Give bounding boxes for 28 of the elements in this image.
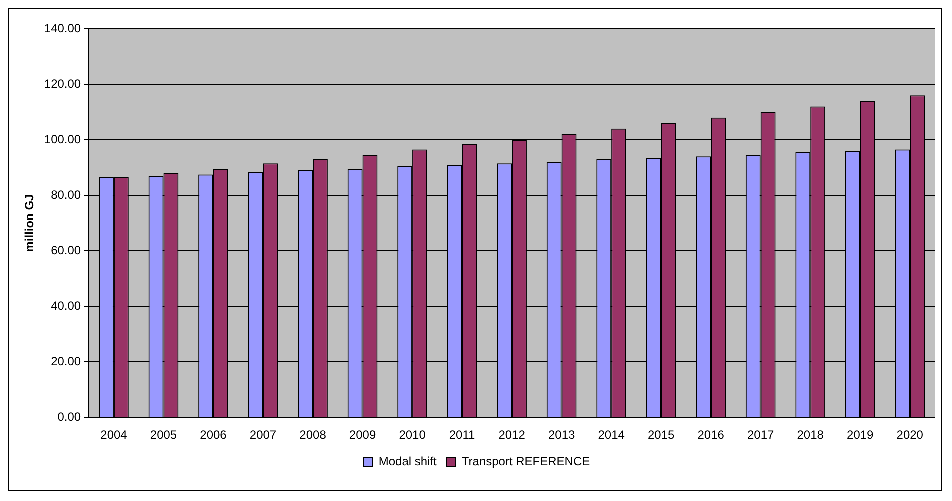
x-tick-label: 2011 — [449, 428, 476, 442]
y-tick-label: 140.00 — [44, 21, 82, 36]
y-tick-label: 60.00 — [51, 243, 82, 258]
x-tick-label: 2017 — [747, 428, 775, 442]
x-tick-label: 2016 — [698, 428, 725, 442]
y-tick-label: 20.00 — [51, 354, 82, 368]
y-tick-label: 40.00 — [51, 298, 82, 313]
x-tick-label: 2007 — [250, 428, 277, 442]
x-tick-label: 2013 — [548, 428, 576, 442]
y-tick-label: 80.00 — [51, 188, 82, 202]
y-tick-label: 0.00 — [58, 410, 82, 424]
x-tick-label: 2004 — [100, 428, 128, 442]
x-tick-label: 2010 — [399, 428, 426, 442]
y-axis-title: million GJ — [22, 194, 37, 252]
x-tick-label: 2006 — [200, 428, 228, 442]
x-tick-label: 2015 — [648, 428, 675, 442]
x-tick-label: 2018 — [797, 428, 824, 442]
x-tick-label: 2009 — [349, 428, 376, 442]
x-tick-label: 2014 — [598, 428, 626, 442]
x-tick-label: 2020 — [896, 428, 924, 442]
legend-label: Modal shift — [378, 454, 438, 468]
x-tick-label: 2012 — [498, 428, 526, 442]
x-tick-label: 2019 — [847, 428, 874, 442]
legend-label: Transport REFERENCE — [462, 454, 590, 468]
x-tick-label: 2005 — [150, 428, 178, 442]
y-tick-label: 100.00 — [44, 132, 82, 146]
y-tick-label: 120.00 — [44, 76, 82, 91]
x-tick-label: 2008 — [300, 428, 327, 442]
